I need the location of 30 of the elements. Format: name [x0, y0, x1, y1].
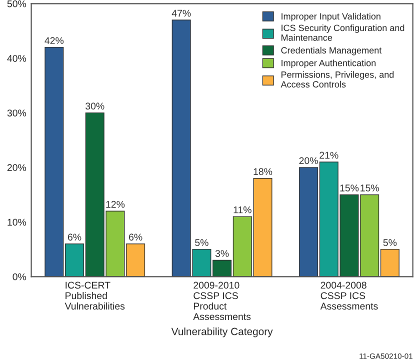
data-label: 30% — [86, 102, 104, 110]
data-label: 42% — [44, 37, 64, 44]
x-tick-label: 2004-2008 CSSP ICS Assessments — [320, 282, 378, 310]
data-label: 12% — [106, 200, 125, 208]
y-tick-label: 0% — [12, 273, 26, 280]
data-label: 6% — [129, 234, 142, 241]
data-label: 6% — [68, 234, 82, 241]
y-tick-label: 40% — [7, 54, 26, 62]
data-label: 18% — [254, 168, 272, 176]
data-label: 15% — [360, 184, 379, 192]
legend-label: ICS Security Configuration and Maintenance — [282, 24, 404, 41]
y-tick-label: 20% — [7, 164, 26, 172]
y-tick-label: 30% — [7, 110, 26, 116]
x-tick-label: 2009-2010 CSSP ICS Product Assessments — [193, 282, 251, 320]
x-tick-label: ICS-CERT Published Vulnerabilities — [64, 282, 125, 310]
data-label: 5% — [383, 239, 397, 246]
data-label: 20% — [299, 157, 318, 164]
legend-label: Permissions, Privileges, and Access Controls — [280, 71, 394, 88]
data-label: 15% — [340, 184, 359, 192]
x-axis-title: Vulnerability Category — [171, 328, 273, 338]
data-label: 11% — [234, 206, 252, 214]
legend-label: Improper Input Validation — [282, 12, 380, 22]
legend-label: Improper Authentication — [282, 60, 376, 68]
data-label: 47% — [172, 10, 191, 17]
data-label: 5% — [195, 239, 208, 246]
data-label: 21% — [320, 152, 338, 159]
y-tick-label: 10% — [8, 218, 26, 226]
y-tick-label: 50% — [7, 0, 26, 8]
data-label: 3% — [215, 250, 229, 257]
legend-label: Credentials Management — [281, 46, 382, 56]
